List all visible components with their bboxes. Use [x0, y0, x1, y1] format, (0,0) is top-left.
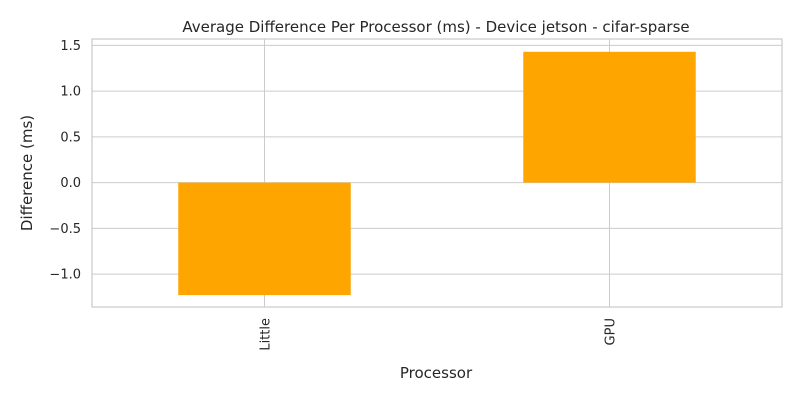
- y-tick-label: 1.0: [60, 85, 81, 100]
- y-tick-label: −1.0: [49, 268, 81, 283]
- y-tick-labels: −1.0 −0.5 0.0 0.5 1.0 1.5: [49, 39, 81, 283]
- y-tick-label: 0.0: [60, 176, 81, 191]
- bar-gpu: [523, 51, 696, 183]
- chart-title: Average Difference Per Processor (ms) - …: [182, 18, 689, 36]
- x-tick-label: Little: [259, 318, 274, 351]
- bars: [178, 51, 696, 296]
- plot-frame: [91, 38, 783, 308]
- bar-little: [178, 182, 351, 296]
- y-tick-label: 0.5: [60, 130, 81, 145]
- y-tick-label: −0.5: [49, 222, 81, 237]
- y-tick-label: 1.5: [60, 39, 81, 54]
- x-axis-label: Processor: [400, 364, 473, 382]
- x-tick-label: GPU: [604, 318, 619, 345]
- x-tick-labels: Little GPU: [259, 318, 619, 351]
- y-axis-label: Difference (ms): [18, 115, 36, 231]
